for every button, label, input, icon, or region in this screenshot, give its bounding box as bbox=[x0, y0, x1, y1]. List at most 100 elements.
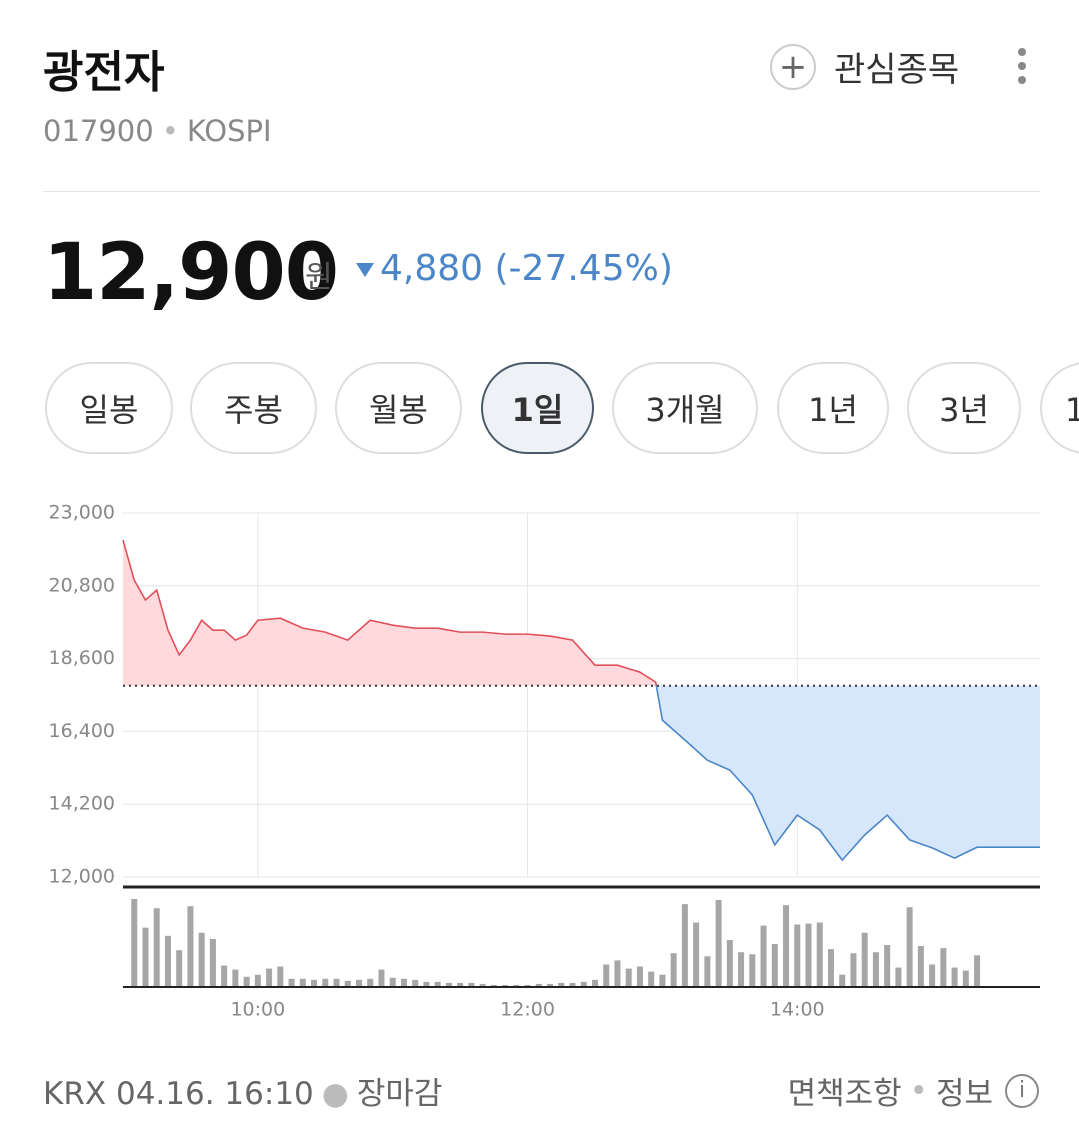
volume-bar bbox=[479, 983, 486, 987]
period-tab[interactable]: 1년 bbox=[777, 362, 889, 454]
volume-bar bbox=[794, 924, 801, 987]
volume-bar bbox=[254, 974, 261, 987]
price-change: 4,880 (-27.45%) bbox=[356, 248, 673, 289]
y-tick-label: 18,600 bbox=[49, 647, 115, 669]
volume-bar bbox=[322, 978, 329, 987]
volume-bar bbox=[906, 907, 913, 987]
volume-bar bbox=[344, 980, 351, 987]
volume-bar bbox=[142, 927, 149, 987]
volume-bar bbox=[895, 967, 902, 987]
volume-bar bbox=[861, 932, 868, 987]
volume-bar bbox=[389, 977, 396, 987]
volume-bar bbox=[457, 982, 464, 987]
volume-bar bbox=[951, 967, 958, 987]
timestamp: 04.16. 16:10 bbox=[115, 1076, 314, 1112]
volume-bar bbox=[131, 899, 138, 987]
volume-bar bbox=[153, 908, 160, 987]
volume-bar bbox=[547, 983, 554, 987]
volume-bar bbox=[277, 966, 284, 987]
volume-bar bbox=[198, 932, 205, 987]
y-tick-label: 23,000 bbox=[49, 502, 115, 524]
y-tick-label: 12,000 bbox=[49, 866, 115, 888]
volume-bar bbox=[176, 950, 183, 987]
period-tab[interactable]: 일봉 bbox=[45, 362, 173, 454]
volume-bar bbox=[738, 952, 745, 987]
volume-bar bbox=[243, 976, 250, 987]
price-line bbox=[122, 539, 1040, 862]
period-tab[interactable]: 3년 bbox=[907, 362, 1021, 454]
volume-bar bbox=[164, 935, 171, 987]
x-tick-label: 12:00 bbox=[500, 999, 555, 1021]
volume-bar bbox=[749, 954, 756, 987]
volume-bar bbox=[266, 968, 273, 987]
volume-bar bbox=[962, 970, 969, 987]
volume-bar bbox=[603, 964, 610, 987]
volume-bar bbox=[299, 978, 306, 987]
volume-bar bbox=[333, 978, 340, 987]
volume-bar bbox=[839, 974, 846, 987]
volume-bar bbox=[187, 906, 194, 987]
volume-bar bbox=[355, 979, 362, 987]
volume-bar bbox=[412, 979, 419, 987]
x-tick-label: 14:00 bbox=[770, 999, 825, 1021]
volume-bar bbox=[502, 984, 509, 987]
volume-bar bbox=[311, 979, 318, 987]
volume-bar bbox=[816, 922, 823, 987]
volume-bar bbox=[468, 982, 475, 987]
volume-bar bbox=[974, 955, 981, 987]
volume-bar bbox=[827, 949, 834, 987]
volume-bar bbox=[693, 922, 700, 987]
volume-bar bbox=[558, 982, 565, 987]
volume-bar bbox=[704, 956, 711, 987]
period-tab[interactable]: 1일 bbox=[481, 362, 594, 454]
volume-bar bbox=[232, 969, 239, 987]
info-link[interactable]: 정보 bbox=[935, 1076, 993, 1112]
volume-bar bbox=[288, 978, 295, 987]
price: 12,900 bbox=[43, 228, 339, 318]
period-tab[interactable]: 3개월 bbox=[612, 362, 758, 454]
price-unit: 원 bbox=[305, 260, 333, 295]
y-tick-label: 20,800 bbox=[49, 574, 115, 596]
volume-bar bbox=[726, 939, 733, 987]
change-amount: 4,880 bbox=[380, 248, 484, 289]
volume-bar bbox=[805, 923, 812, 987]
volume-bar bbox=[614, 960, 621, 987]
volume-bar bbox=[625, 968, 632, 987]
price-area bbox=[123, 540, 1040, 861]
y-tick-label: 14,200 bbox=[49, 793, 115, 815]
change-rate: (-27.45%) bbox=[494, 248, 673, 289]
volume-bar bbox=[715, 900, 722, 987]
volume-bar bbox=[929, 964, 936, 987]
y-tick-label: 16,400 bbox=[49, 720, 115, 742]
volume-bar bbox=[636, 966, 643, 987]
volume-bar bbox=[569, 982, 576, 987]
period-tab[interactable]: 10년 bbox=[1040, 362, 1079, 454]
stock-name: 광전자 bbox=[43, 47, 165, 98]
volume-bar bbox=[917, 946, 924, 987]
volume-bar bbox=[535, 983, 542, 987]
volume-bar bbox=[940, 948, 947, 987]
volume-bar bbox=[423, 981, 430, 987]
volume-bar bbox=[681, 904, 688, 987]
watch-label[interactable]: 관심종목 bbox=[834, 50, 960, 90]
disclaimer-link[interactable]: 면책조항 bbox=[787, 1076, 902, 1112]
volume-bar bbox=[771, 944, 778, 987]
volume-bar bbox=[591, 979, 598, 987]
volume-bar bbox=[400, 978, 407, 987]
volume-bar bbox=[850, 953, 857, 987]
volume-bar bbox=[783, 905, 790, 987]
more-menu[interactable] bbox=[1018, 48, 1032, 90]
exchange: KRX bbox=[43, 1076, 107, 1112]
footer-status: KRX 04.16. 16:10 ● 장마감 bbox=[43, 1076, 443, 1112]
volume-bar bbox=[580, 981, 587, 987]
period-tab[interactable]: 주봉 bbox=[190, 362, 317, 454]
volume-bar bbox=[648, 971, 655, 987]
watch-button[interactable]: + 관심종목 bbox=[770, 42, 959, 91]
volume-bar bbox=[884, 945, 891, 987]
volume-bar bbox=[221, 965, 228, 987]
period-tab[interactable]: 월봉 bbox=[335, 362, 462, 454]
volume-bar bbox=[872, 952, 879, 987]
footer-links: 면책조항 • 정보 i bbox=[788, 1068, 1039, 1113]
x-tick-label: 10:00 bbox=[230, 999, 285, 1021]
